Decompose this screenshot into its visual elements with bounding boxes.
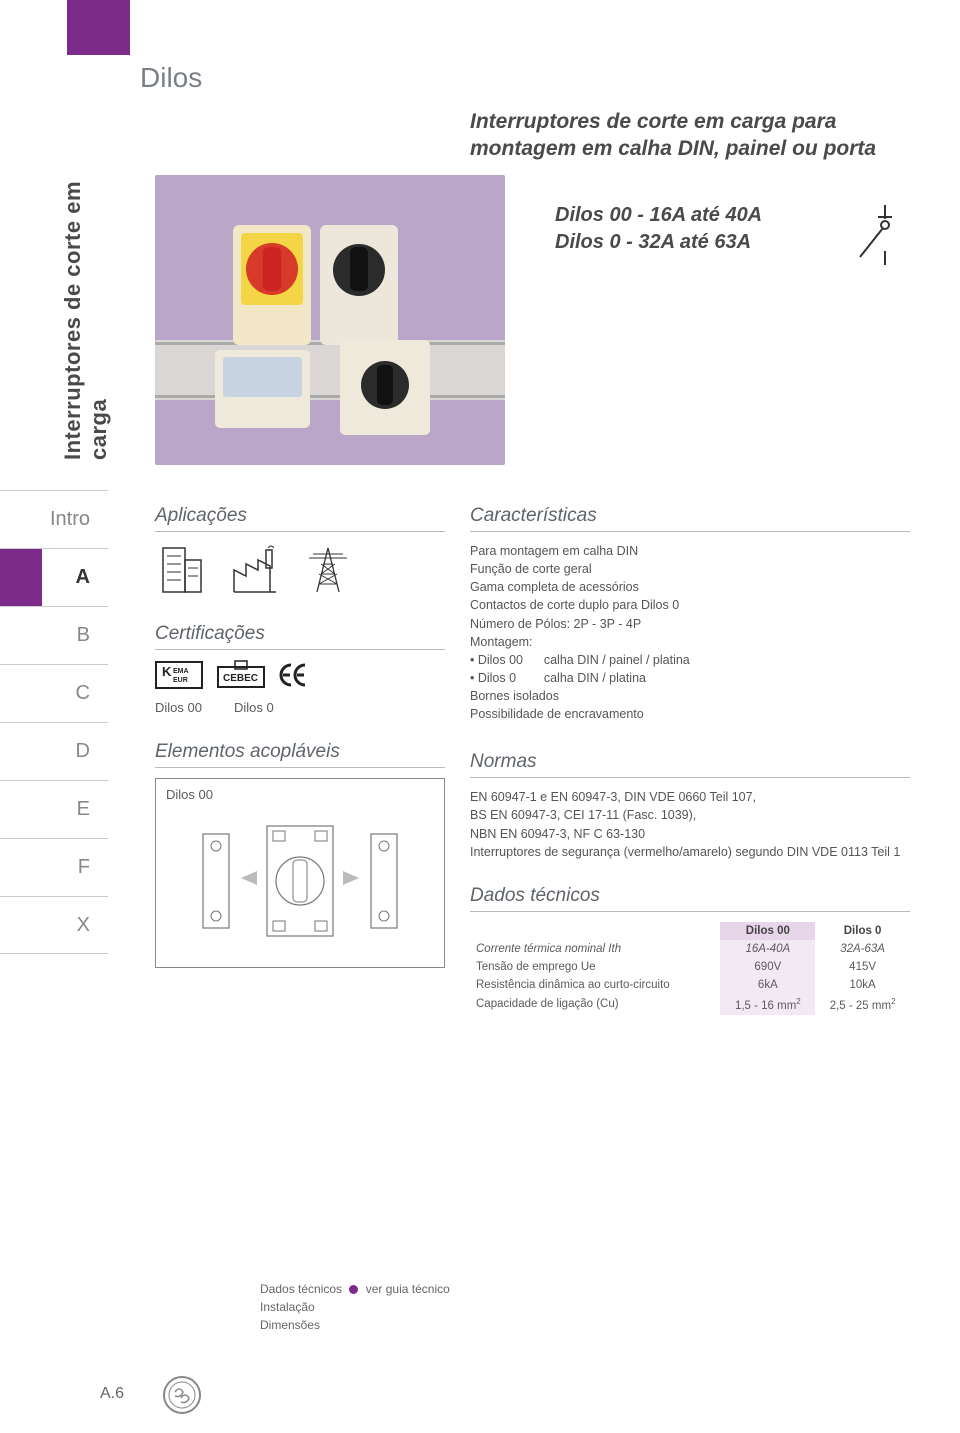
- caract-line: Para montagem em calha DIN: [470, 542, 910, 560]
- caract-line: Possibilidade de encravamento: [470, 705, 910, 723]
- svg-text:CEBEC: CEBEC: [223, 673, 258, 684]
- elementos-drawing: [166, 802, 434, 959]
- dados-title: Dados técnicos: [470, 885, 910, 912]
- hero-range-1: Dilos 00 - 16A até 40A: [555, 202, 762, 229]
- footer-line-3: Dimensões: [260, 1316, 450, 1334]
- aplicacoes-title: Aplicações: [155, 505, 445, 532]
- sidebar-item-a[interactable]: A: [0, 548, 108, 606]
- right-column: Características Para montagem em calha D…: [470, 505, 910, 1015]
- table-cell: Capacidade de ligação (Cu): [470, 994, 720, 1015]
- table-row: Resistência dinâmica ao curto-circuito6k…: [470, 976, 910, 994]
- caract-body: Para montagem em calha DINFunção de cort…: [470, 542, 910, 723]
- table-cell: 690V: [720, 958, 815, 976]
- footer-line-2: Instalação: [260, 1298, 450, 1316]
- ce-mark-icon: [279, 661, 309, 689]
- table-row: Tensão de emprego Ue690V415V: [470, 958, 910, 976]
- sidebar-item-intro[interactable]: Intro: [0, 490, 108, 548]
- hero-range-block: Dilos 00 - 16A até 40A Dilos 0 - 32A até…: [555, 202, 762, 256]
- application-icons-row: [155, 542, 445, 597]
- footer-dot-icon: [349, 1285, 358, 1294]
- svg-text:EMA: EMA: [173, 668, 189, 675]
- footer-line1-a: Dados técnicos: [260, 1282, 342, 1296]
- table-cell: 6kA: [720, 976, 815, 994]
- cert-labels-row: Dilos 00 Dilos 0: [155, 700, 445, 715]
- page-number: A.6: [100, 1385, 124, 1403]
- footer-line-1: Dados técnicos ver guia técnico: [260, 1280, 450, 1298]
- table-cell: Corrente térmica nominal Ith: [470, 940, 720, 958]
- caract-line: Função de corte geral: [470, 560, 910, 578]
- table-cell: 415V: [815, 958, 910, 976]
- table-cell: 10kA: [815, 976, 910, 994]
- caract-line: • Dilos 0 calha DIN / platina: [470, 669, 910, 687]
- normas-line: NBN EN 60947-3, NF C 63-130: [470, 825, 910, 843]
- table-header: [470, 922, 720, 940]
- footer-block: Dados técnicos ver guia técnico Instalaç…: [260, 1280, 450, 1334]
- switch-symbol-icon: [850, 205, 900, 265]
- caract-line: Contactos de corte duplo para Dilos 0: [470, 596, 910, 614]
- table-row: Corrente térmica nominal Ith16A-40A32A-6…: [470, 940, 910, 958]
- table-cell: 1,5 - 16 mm2: [720, 994, 815, 1015]
- left-column: Aplicações Certificações K EM: [155, 505, 445, 968]
- table-cell: Tensão de emprego Ue: [470, 958, 720, 976]
- ge-logo-icon: [162, 1375, 202, 1415]
- caract-line: Montagem:: [470, 633, 910, 651]
- normas-body: EN 60947-1 e EN 60947-3, DIN VDE 0660 Te…: [470, 788, 910, 861]
- table-header: Dilos 0: [815, 922, 910, 940]
- sidebar-item-c[interactable]: C: [0, 664, 108, 722]
- elementos-title: Elementos acopláveis: [155, 741, 445, 768]
- page-title: Dilos: [140, 62, 202, 94]
- caract-line: Gama completa de acessórios: [470, 578, 910, 596]
- cebec-mark-icon: CEBEC: [217, 660, 265, 690]
- cert-marks-row: K EMA EUR CEBEC: [155, 660, 445, 690]
- sidebar-item-d[interactable]: D: [0, 722, 108, 780]
- normas-line: EN 60947-1 e EN 60947-3, DIN VDE 0660 Te…: [470, 788, 910, 806]
- sidebar-item-b[interactable]: B: [0, 606, 108, 664]
- table-cell: Resistência dinâmica ao curto-circuito: [470, 976, 720, 994]
- brand-tab: [67, 0, 130, 55]
- normas-line: BS EN 60947-3, CEI 17-11 (Fasc. 1039),: [470, 806, 910, 824]
- normas-line: Interruptores de segurança (vermelho/ama…: [470, 843, 910, 861]
- normas-title: Normas: [470, 751, 910, 778]
- sidebar-item-x[interactable]: X: [0, 896, 108, 954]
- hero-headline: Interruptores de corte em carga para mon…: [470, 108, 900, 163]
- cert-label-0: Dilos 00: [155, 700, 202, 715]
- hero-headline-block: Interruptores de corte em carga para mon…: [470, 108, 900, 163]
- product-photo: [155, 175, 505, 465]
- dados-table: Dilos 00Dilos 0Corrente térmica nominal …: [470, 922, 910, 1015]
- cert-title: Certificações: [155, 623, 445, 650]
- sidebar-item-f[interactable]: F: [0, 838, 108, 896]
- footer-line1-b: ver guia técnico: [366, 1282, 450, 1296]
- table-cell: 16A-40A: [720, 940, 815, 958]
- caract-title: Características: [470, 505, 910, 532]
- sidebar-items: IntroABCDEFX: [0, 490, 108, 954]
- sidebar: Interruptores de corte em carga IntroABC…: [0, 140, 108, 954]
- sidebar-item-e[interactable]: E: [0, 780, 108, 838]
- caract-line: • Dilos 00 calha DIN / painel / platina: [470, 651, 910, 669]
- cert-label-1: Dilos 0: [234, 700, 274, 715]
- power-tower-icon: [301, 542, 356, 597]
- caract-line: Número de Pólos: 2P - 3P - 4P: [470, 615, 910, 633]
- kema-mark-icon: K EMA EUR: [155, 661, 203, 689]
- sidebar-vertical-label: Interruptores de corte em carga: [60, 140, 112, 460]
- table-row: Capacidade de ligação (Cu)1,5 - 16 mm22,…: [470, 994, 910, 1015]
- building-icon: [155, 542, 210, 597]
- table-cell: 32A-63A: [815, 940, 910, 958]
- elementos-box-label: Dilos 00: [166, 787, 434, 802]
- table-cell: 2,5 - 25 mm2: [815, 994, 910, 1015]
- elementos-box: Dilos 00: [155, 778, 445, 968]
- caract-line: Bornes isolados: [470, 687, 910, 705]
- svg-text:K: K: [162, 664, 172, 679]
- table-header: Dilos 00: [720, 922, 815, 940]
- hero-range-2: Dilos 0 - 32A até 63A: [555, 229, 762, 256]
- svg-text:EUR: EUR: [173, 677, 188, 684]
- factory-icon: [228, 542, 283, 597]
